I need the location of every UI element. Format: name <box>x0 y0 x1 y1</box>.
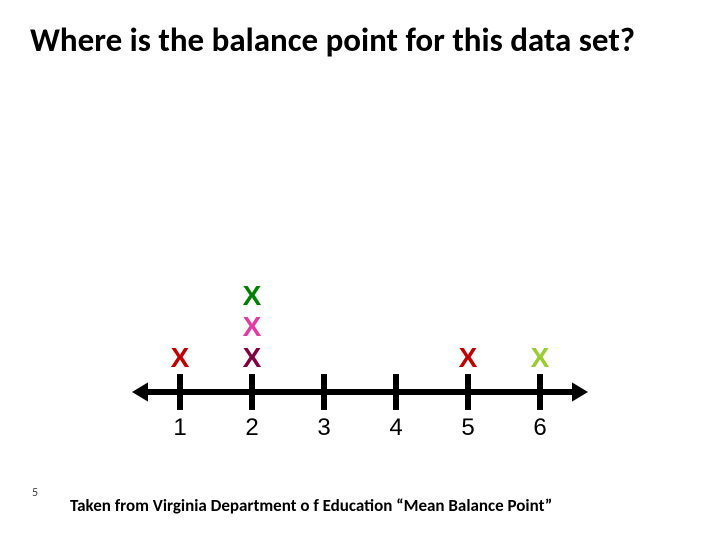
slide: { "title": { "text": "Where is the balan… <box>0 0 720 540</box>
dot-plot: XXXXXX 123456 <box>120 230 600 470</box>
page-number: 5 <box>32 486 38 500</box>
data-mark: X <box>459 342 478 374</box>
data-mark: X <box>243 280 262 312</box>
data-mark: X <box>243 311 262 343</box>
tick-label: 1 <box>173 414 186 442</box>
data-mark: X <box>171 342 190 374</box>
number-line <box>120 230 600 470</box>
tick-label: 3 <box>317 414 330 442</box>
data-mark: X <box>531 342 550 374</box>
data-mark: X <box>243 342 262 374</box>
tick-label: 2 <box>245 414 258 442</box>
tick-label: 6 <box>533 414 546 442</box>
slide-title: Where is the balance point for this data… <box>30 22 690 60</box>
tick-label: 4 <box>389 414 402 442</box>
tick-label: 5 <box>461 414 474 442</box>
source-caption: Taken from Virginia Department o f Educa… <box>70 495 552 516</box>
